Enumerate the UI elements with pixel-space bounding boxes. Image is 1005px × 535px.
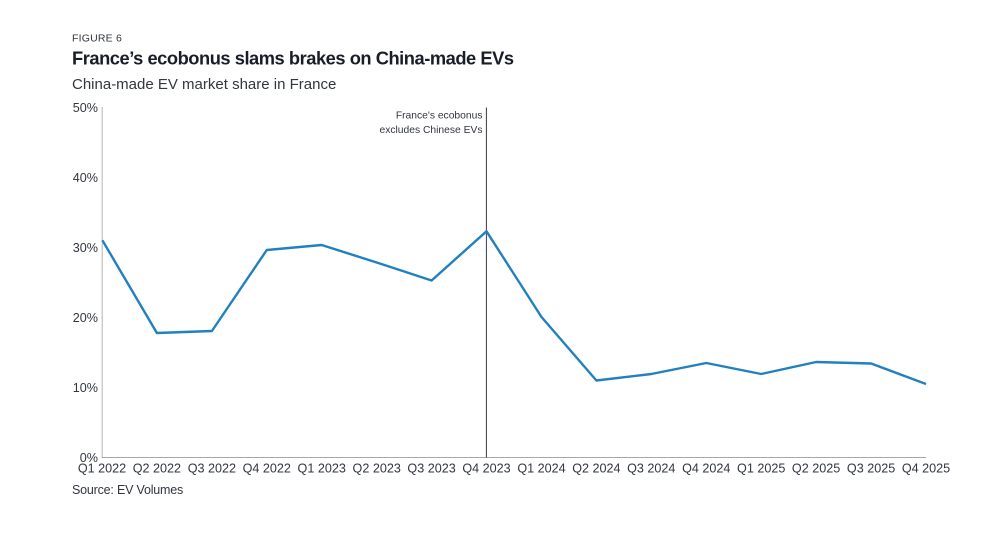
svg-text:30%: 30% (73, 241, 98, 255)
svg-text:Q1 2025: Q1 2025 (737, 461, 785, 475)
svg-text:Q3 2025: Q3 2025 (847, 461, 895, 475)
svg-text:Source: EV Volumes: Source: EV Volumes (72, 483, 183, 497)
svg-text:0%: 0% (80, 451, 98, 465)
svg-text:50%: 50% (73, 101, 98, 115)
svg-text:Q1 2024: Q1 2024 (517, 461, 565, 475)
svg-text:excludes Chinese EVs: excludes Chinese EVs (379, 125, 482, 136)
svg-text:Q4 2025: Q4 2025 (902, 461, 950, 475)
svg-text:Q3 2022: Q3 2022 (188, 461, 236, 475)
svg-text:Q2 2024: Q2 2024 (572, 461, 620, 475)
svg-text:France’s ecobonus slams brakes: France’s ecobonus slams brakes on China-… (72, 48, 514, 69)
svg-text:Q3 2023: Q3 2023 (407, 461, 455, 475)
svg-text:Q1 2022: Q1 2022 (78, 461, 126, 475)
svg-text:10%: 10% (73, 381, 98, 395)
svg-text:France's ecobonus: France's ecobonus (396, 111, 483, 122)
svg-text:20%: 20% (73, 311, 98, 325)
svg-text:Q1 2023: Q1 2023 (298, 461, 346, 475)
svg-text:China-made EV market share in: China-made EV market share in France (72, 76, 336, 93)
svg-text:40%: 40% (73, 171, 98, 185)
svg-text:Q2 2022: Q2 2022 (133, 461, 181, 475)
svg-text:Q4 2023: Q4 2023 (462, 461, 510, 475)
svg-text:Q3 2024: Q3 2024 (627, 461, 675, 475)
svg-text:Q2 2023: Q2 2023 (353, 461, 401, 475)
svg-text:Q4 2022: Q4 2022 (243, 461, 291, 475)
svg-text:Q4 2024: Q4 2024 (682, 461, 730, 475)
svg-text:Q2 2025: Q2 2025 (792, 461, 840, 475)
svg-text:FIGURE 6: FIGURE 6 (72, 33, 122, 45)
